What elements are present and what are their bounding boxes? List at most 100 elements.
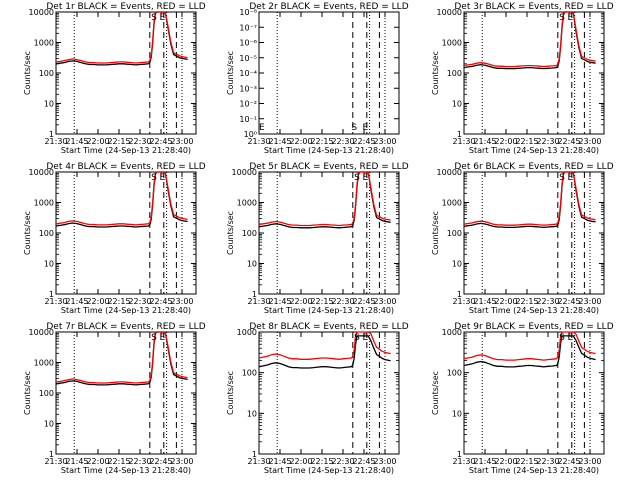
x-axis-label: Start Time (24-Sep-13 21:28:40) <box>469 146 599 155</box>
x-tick-label: 23:00 <box>578 457 601 466</box>
x-tick-label: 22:30 <box>536 137 559 146</box>
y-tick-label: 10 <box>247 409 257 418</box>
y-tick-label: 1 <box>252 290 257 299</box>
y-tick-label: 10 <box>44 100 54 109</box>
x-tick-label: 23:00 <box>373 457 396 466</box>
x-tick-label: 23:00 <box>170 457 193 466</box>
panel-det-5: Det 5r BLACK = Events, RED = LLD 1 10 100 10… <box>226 162 409 315</box>
y-tick-label: 10 <box>452 260 462 269</box>
y-tick-label: 10000 <box>29 328 54 337</box>
y-tick-label: 1 <box>49 450 54 459</box>
x-tick-label: 21:30 <box>44 457 67 466</box>
lld-series <box>463 11 596 68</box>
lld-series <box>258 171 391 227</box>
y-tick-label: 10 <box>44 260 54 269</box>
y-tick-label: 10⁻⁸ <box>239 8 257 17</box>
x-axis-label: Start Time (24-Sep-13 21:28:40) <box>264 146 394 155</box>
y-tick-label: 100 <box>242 229 257 238</box>
y-tick-label: 10⁻³ <box>239 84 257 93</box>
x-tick-label: 22:15 <box>107 457 130 466</box>
event-marker-e: E <box>160 13 166 23</box>
y-tick-label: 10 <box>452 409 462 418</box>
x-tick-label: 23:00 <box>373 297 396 306</box>
y-tick-label: 10000 <box>437 8 462 17</box>
x-tick-label: 21:30 <box>452 457 475 466</box>
x-tick-label: 21:45 <box>65 297 88 306</box>
x-tick-label: 21:30 <box>247 457 270 466</box>
y-axis-label: Counts/sec <box>23 211 32 255</box>
y-tick-label: 1 <box>457 290 462 299</box>
y-tick-label: 100 <box>39 69 54 78</box>
y-axis-label: Counts/sec <box>23 371 32 415</box>
y-tick-label: 1000 <box>237 328 257 337</box>
y-axis-label: Counts/sec <box>431 211 440 255</box>
y-tick-label: 10000 <box>232 168 257 177</box>
y-axis-label: Counts/sec <box>226 371 235 415</box>
plot-frame <box>258 331 400 455</box>
x-tick-label: 21:30 <box>247 137 270 146</box>
x-tick-label: 22:30 <box>331 137 354 146</box>
x-tick-label: 22:00 <box>494 297 517 306</box>
y-tick-label: 100 <box>447 369 462 378</box>
x-tick-label: 21:45 <box>65 457 88 466</box>
x-tick-label: 22:45 <box>149 457 172 466</box>
event-marker-s: S <box>354 333 360 343</box>
y-tick-label: 1 <box>252 450 257 459</box>
y-tick-label: 100 <box>39 229 54 238</box>
lld-series <box>55 11 188 64</box>
event-marker-e: E <box>160 173 166 183</box>
y-tick-label: 100 <box>242 369 257 378</box>
event-marker-e: E <box>363 123 369 133</box>
y-tick-label: 10 <box>44 420 54 429</box>
x-tick-label: 23:00 <box>578 297 601 306</box>
panel-title: Det 4r BLACK = Events, RED = LLD <box>46 162 205 172</box>
x-tick-label: 22:00 <box>289 297 312 306</box>
x-tick-label: 21:45 <box>65 137 88 146</box>
panel-title: Det 7r BLACK = Events, RED = LLD <box>46 322 205 332</box>
panel-det-1: Det 1r BLACK = Events, RED = LLD 1 10 100 10… <box>23 2 206 155</box>
x-tick-label: 21:30 <box>452 297 475 306</box>
panel-title: Det 3r BLACK = Events, RED = LLD <box>454 2 613 12</box>
y-tick-label: 10000 <box>29 8 54 17</box>
x-tick-label: 22:15 <box>310 297 333 306</box>
x-tick-label: 21:30 <box>247 297 270 306</box>
y-axis-label: Counts/sec <box>226 211 235 255</box>
y-tick-label: 1 <box>457 450 462 459</box>
y-axis-label: Counts/sec <box>431 371 440 415</box>
x-tick-label: 22:45 <box>557 137 580 146</box>
x-tick-label: 22:45 <box>352 297 375 306</box>
panel-title: Det 8r BLACK = Events, RED = LLD <box>249 322 408 332</box>
x-tick-label: 22:00 <box>86 297 109 306</box>
y-tick-label: 1000 <box>442 328 462 337</box>
panel-title: Det 2r BLACK = Events, RED = LLD <box>249 2 408 12</box>
x-axis-label: Start Time (24-Sep-13 21:28:40) <box>264 306 394 315</box>
y-tick-label: 1000 <box>34 359 54 368</box>
y-axis-label: Counts/sec <box>226 51 235 95</box>
y-tick-label: 1 <box>457 130 462 139</box>
y-tick-label: 1000 <box>442 199 462 208</box>
panel-title: Det 6r BLACK = Events, RED = LLD <box>454 162 613 172</box>
x-axis-label: Start Time (24-Sep-13 21:28:40) <box>469 466 599 475</box>
x-tick-label: 21:45 <box>473 297 496 306</box>
y-tick-label: 10000 <box>437 168 462 177</box>
plot-frame <box>463 331 605 455</box>
panel-det-8: Det 8r BLACK = Events, RED = LLD 1 10 100 10… <box>226 322 409 475</box>
x-tick-label: 22:45 <box>557 457 580 466</box>
x-tick-label: 22:15 <box>515 457 538 466</box>
event-marker-s: S <box>559 173 565 183</box>
event-marker-s: S <box>151 13 157 23</box>
y-tick-label: 100 <box>447 229 462 238</box>
y-tick-label: 10⁻⁶ <box>239 39 257 48</box>
y-tick-label: 1000 <box>237 199 257 208</box>
event-marker-s: S <box>151 173 157 183</box>
panel-det-6: Det 6r BLACK = Events, RED = LLD 1 10 100 10… <box>431 162 614 315</box>
x-tick-label: 23:00 <box>373 137 396 146</box>
lld-series <box>55 171 188 226</box>
event-marker-s: S <box>354 173 360 183</box>
panel-det-2: Det 2r BLACK = Events, RED = LLD 10⁰ 10⁻¹ 1… <box>226 2 409 155</box>
x-axis-label: Start Time (24-Sep-13 21:28:40) <box>264 466 394 475</box>
x-tick-label: 21:30 <box>44 137 67 146</box>
x-tick-label: 21:30 <box>44 297 67 306</box>
events-series <box>463 335 596 368</box>
x-axis-label: Start Time (24-Sep-13 21:28:40) <box>61 146 191 155</box>
